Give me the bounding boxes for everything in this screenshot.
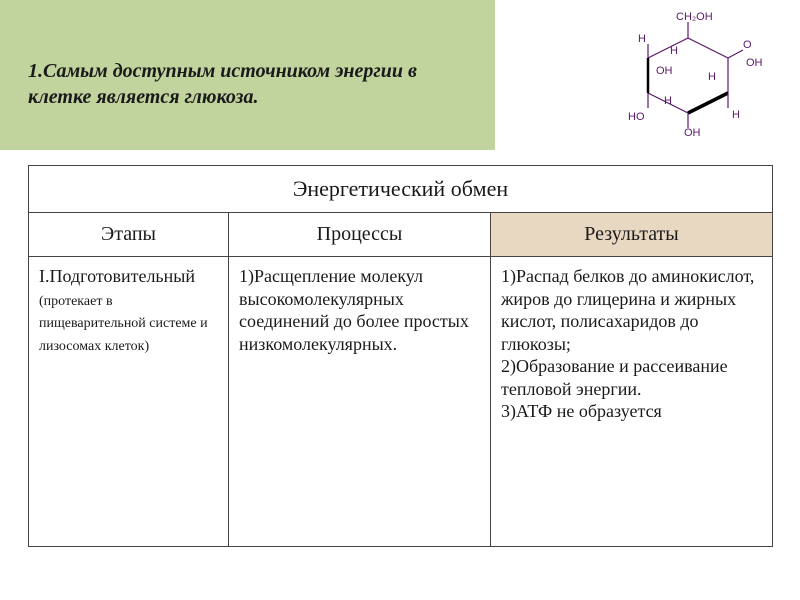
result-text: 1)Распад белков до аминокислот, жиров до…: [501, 266, 754, 421]
header-panel: 1.Самым доступным источником энергии в к…: [0, 0, 495, 150]
col-header-processes: Процессы: [229, 213, 491, 257]
mol-label-h-2: H: [638, 33, 646, 45]
mol-label-oh-1: OH: [746, 57, 763, 69]
col-header-stages: Этапы: [29, 213, 229, 257]
cell-stage: I.Подготовительный (протекает в пищевари…: [29, 257, 229, 547]
glucose-molecule-diagram: CH₂OH O OH H OH HO H H H H OH: [608, 8, 768, 138]
col-header-results: Результаты: [491, 213, 773, 257]
stage-note: (протекает в пищеварительной системе и л…: [39, 294, 208, 354]
table-title: Энергетический обмен: [29, 166, 773, 213]
mol-label-ho-1: HO: [628, 111, 645, 123]
mol-label-ch2oh: CH₂OH: [676, 11, 713, 23]
table-header-row: Этапы Процессы Результаты: [29, 213, 773, 257]
header-text: 1.Самым доступным источником энергии в к…: [28, 58, 467, 110]
mol-label-o: O: [743, 39, 752, 51]
mol-label-oh-2: OH: [684, 127, 701, 138]
energy-exchange-table: Энергетический обмен Этапы Процессы Резу…: [28, 165, 773, 547]
cell-result: 1)Распад белков до аминокислот, жиров до…: [491, 257, 773, 547]
table-title-row: Энергетический обмен: [29, 166, 773, 213]
mol-label-h-4: H: [708, 71, 716, 83]
mol-label-h-3: H: [670, 45, 678, 57]
stage-title: I.Подготовительный: [39, 266, 195, 286]
table-row: I.Подготовительный (протекает в пищевари…: [29, 257, 773, 547]
mol-label-h-5: H: [664, 95, 672, 107]
mol-label-oh-3: OH: [656, 65, 673, 77]
cell-process: 1)Расщепление молекул высокомолекулярных…: [229, 257, 491, 547]
mol-label-h-1: H: [732, 109, 740, 121]
